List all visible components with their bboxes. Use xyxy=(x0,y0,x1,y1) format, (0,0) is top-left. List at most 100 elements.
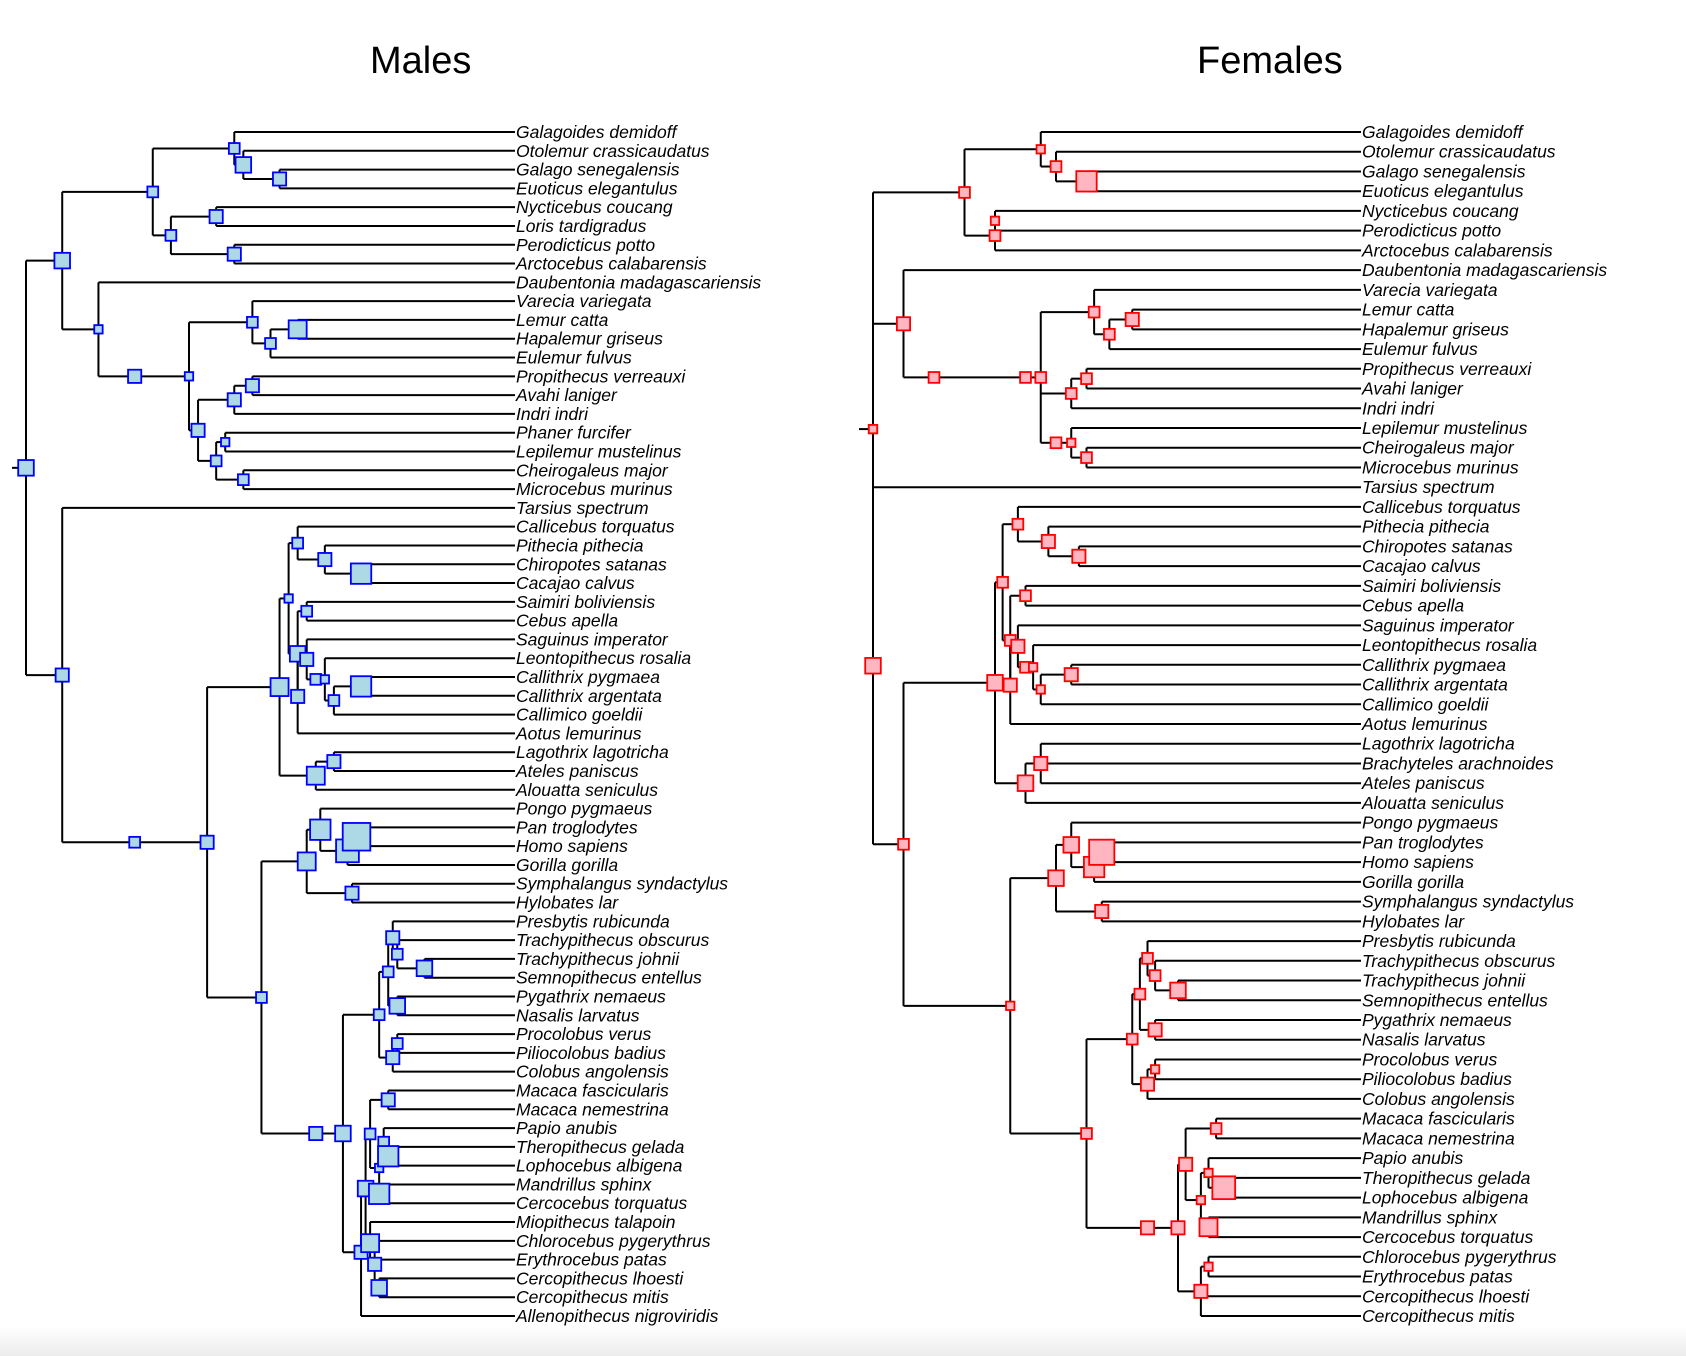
node-marker xyxy=(385,930,401,946)
node-marker xyxy=(896,316,912,332)
tip-label: Theropithecus gelada xyxy=(1362,1168,1531,1188)
tip-label: Pithecia pithecia xyxy=(1362,517,1490,537)
node-marker xyxy=(1170,1220,1186,1236)
node-marker xyxy=(220,436,231,448)
node-marker xyxy=(93,324,104,335)
tip-label: Miopithecus talapoin xyxy=(516,1212,676,1232)
tip-label: Cercopithecus lhoesti xyxy=(1362,1286,1530,1306)
node-marker xyxy=(183,371,195,382)
node-marker xyxy=(1049,436,1063,450)
node-marker xyxy=(208,209,224,225)
tip-label: Tarsius spectrum xyxy=(516,498,649,518)
tip-label: Callicebus torquatus xyxy=(516,517,675,537)
node-marker xyxy=(1063,667,1079,683)
tip-label: Pan troglodytes xyxy=(1362,832,1484,852)
node-marker xyxy=(319,674,330,685)
node-marker xyxy=(381,965,395,979)
tip-label: Cebus apella xyxy=(516,611,618,631)
node-marker xyxy=(415,959,434,978)
node-marker xyxy=(1141,952,1154,965)
node-marker xyxy=(317,552,333,568)
node-marker xyxy=(1094,903,1110,919)
node-marker xyxy=(269,677,290,697)
tip-label: Saimiri boliviensis xyxy=(516,592,655,612)
node-marker xyxy=(1035,144,1046,155)
tip-label: Hapalemur griseus xyxy=(1362,319,1509,339)
node-markers xyxy=(864,144,1237,1299)
node-marker xyxy=(299,651,315,667)
node-marker xyxy=(864,657,882,675)
tip-label: Callimico goeldii xyxy=(516,705,644,725)
tip-label: Theropithecus gelada xyxy=(516,1137,685,1157)
tip-label: Callithrix pygmaea xyxy=(1362,655,1506,675)
females-panel: Females Galagoides demidoff Otolemur cras… xyxy=(843,0,1686,1356)
node-marker xyxy=(867,423,879,435)
node-marker xyxy=(341,822,372,852)
node-marker xyxy=(255,991,268,1004)
tip-label: Semnopithecus entellus xyxy=(1362,990,1548,1010)
node-marker xyxy=(367,1256,383,1272)
tip-label: Lemur catta xyxy=(1362,300,1455,320)
node-marker xyxy=(308,1125,324,1141)
tip-label: Pongo pygmaeus xyxy=(1362,813,1498,833)
node-marker xyxy=(309,818,332,841)
tip-label: Lepilemur mustelinus xyxy=(1362,418,1528,438)
node-marker xyxy=(1034,371,1048,384)
node-marker xyxy=(309,673,323,686)
node-marker xyxy=(1178,1156,1194,1172)
tip-label: Otolemur crassicaudatus xyxy=(1362,142,1556,162)
node-marker xyxy=(246,315,259,329)
node-marker xyxy=(377,1145,400,1168)
tip-label: Semnopithecus entellus xyxy=(516,968,702,988)
node-marker xyxy=(300,604,314,618)
node-marker xyxy=(380,1092,396,1108)
tip-label: Piliocolobus badius xyxy=(1362,1069,1512,1089)
node-marker xyxy=(227,142,241,155)
tip-label: Microcebus murinus xyxy=(516,479,673,499)
tip-label: Symphalangus syndactylus xyxy=(1362,892,1574,912)
node-marker xyxy=(1040,533,1056,549)
branches xyxy=(12,131,515,1317)
tip-label: Callithrix pygmaea xyxy=(516,667,660,687)
node-marker xyxy=(996,576,1009,589)
node-marker xyxy=(128,835,141,849)
tip-label: Alouatta seniculus xyxy=(515,780,658,800)
tip-label: Arctocebus calabarensis xyxy=(515,254,707,274)
tip-label: Cheirogaleus major xyxy=(516,460,669,480)
tip-label: Microcebus murinus xyxy=(1362,457,1519,477)
node-marker xyxy=(370,1279,388,1297)
tip-label: Euoticus elegantulus xyxy=(1362,181,1524,201)
node-marker xyxy=(1062,836,1080,854)
tip-label: Galagoides demidoff xyxy=(1362,122,1525,142)
node-marker xyxy=(1005,1000,1016,1011)
tip-label: Propithecus verreauxi xyxy=(1362,359,1532,379)
tip-label: Colobus angolensis xyxy=(1362,1089,1515,1109)
node-marker xyxy=(1195,1194,1206,1206)
tip-label: Callimico goeldii xyxy=(1362,694,1490,714)
tip-label: Eulemur fulvus xyxy=(516,348,632,368)
node-marker xyxy=(344,885,360,901)
tip-label: Galago senegalensis xyxy=(1362,161,1526,181)
tip-label: Trachypithecus obscurus xyxy=(516,930,709,950)
node-marker xyxy=(988,229,1002,242)
tip-label: Galagoides demidoff xyxy=(516,122,679,142)
node-marker xyxy=(1087,305,1101,319)
tip-label: Eulemur fulvus xyxy=(1362,339,1478,359)
node-marker xyxy=(234,156,253,174)
node-marker xyxy=(296,851,317,872)
node-marker xyxy=(1010,638,1026,654)
node-marker xyxy=(54,667,70,683)
node-marker xyxy=(1203,1261,1214,1272)
node-marker xyxy=(897,837,910,851)
node-marker xyxy=(1193,1283,1209,1299)
tip-label: Aotus lemurinus xyxy=(1361,714,1488,734)
tip-label: Indri indri xyxy=(1362,398,1435,418)
node-marker xyxy=(334,1124,352,1143)
tip-label: Hylobates lar xyxy=(516,893,619,913)
node-marker xyxy=(209,454,223,468)
tip-label: Macaca fascicularis xyxy=(516,1080,669,1100)
tip-label: Cacajao calvus xyxy=(1362,556,1481,576)
